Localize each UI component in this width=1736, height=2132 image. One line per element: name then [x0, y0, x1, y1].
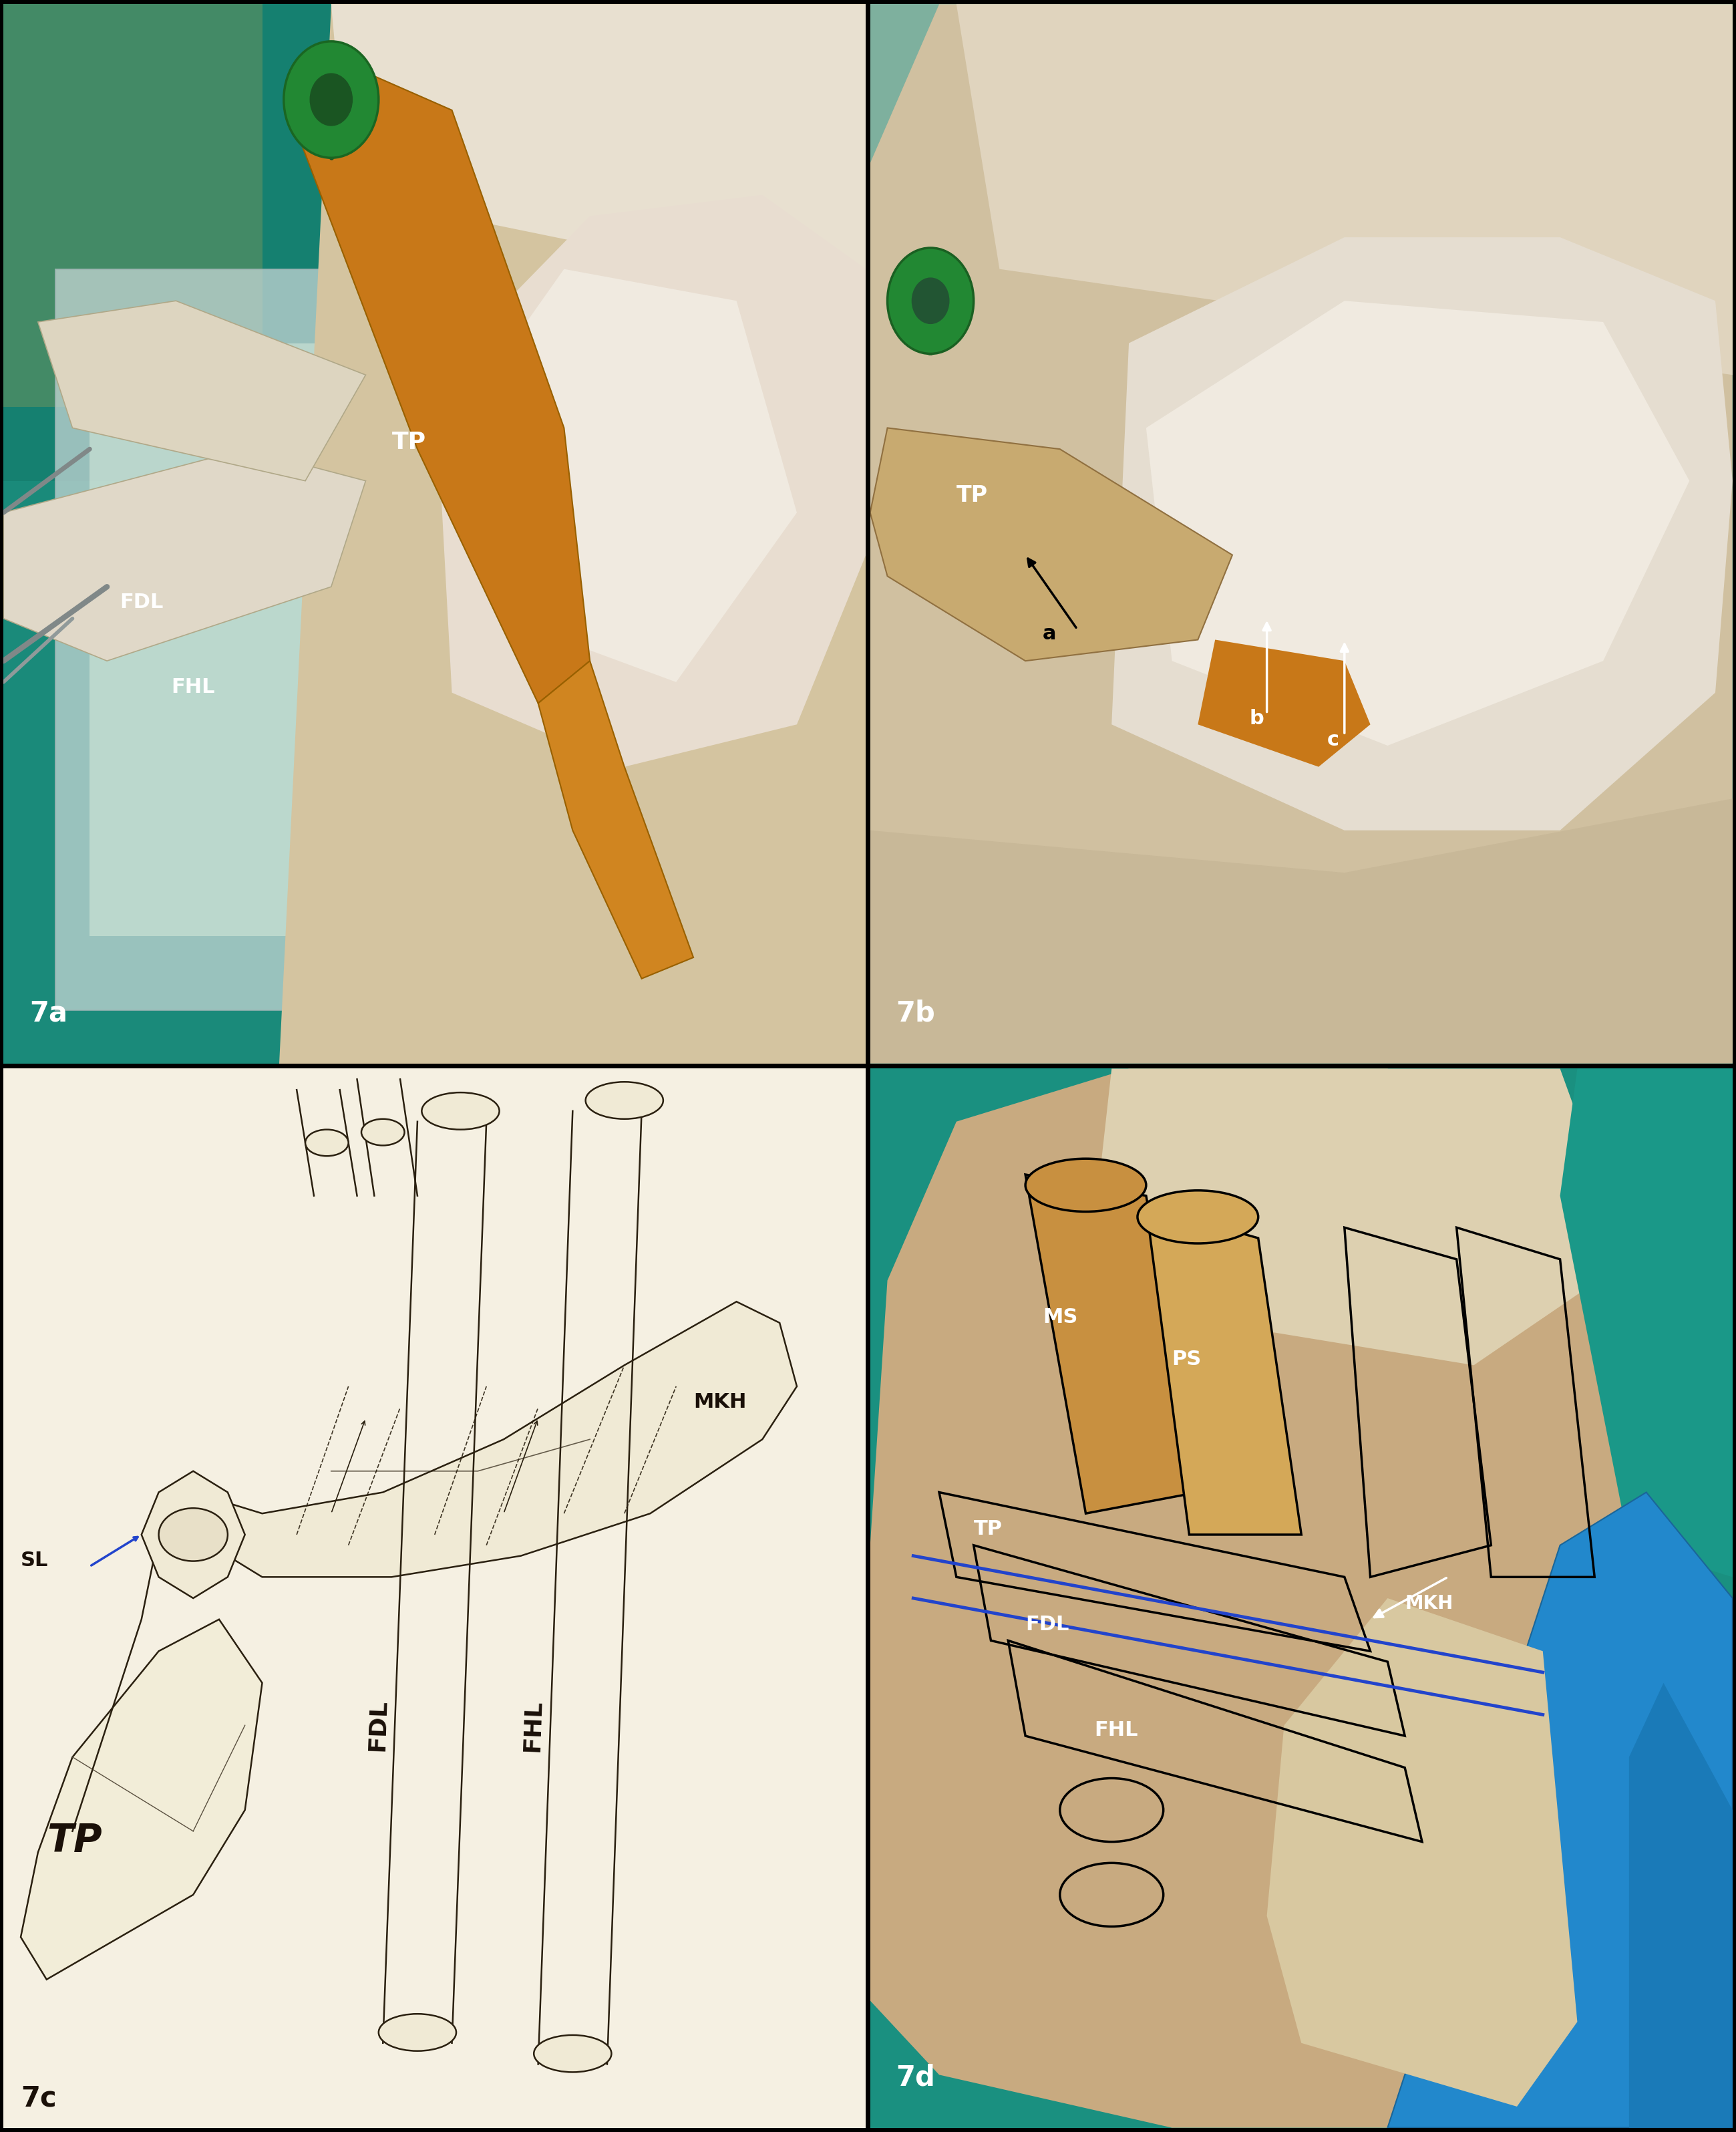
Polygon shape	[957, 4, 1733, 375]
Text: FDL: FDL	[366, 1699, 391, 1753]
Text: TP: TP	[957, 484, 988, 507]
Ellipse shape	[1137, 1190, 1259, 1243]
Ellipse shape	[378, 2015, 457, 2051]
Ellipse shape	[306, 1130, 349, 1156]
Text: TP: TP	[392, 431, 425, 454]
Text: SL: SL	[21, 1552, 49, 1571]
Polygon shape	[90, 343, 401, 936]
Polygon shape	[56, 269, 434, 1011]
Polygon shape	[1026, 1175, 1198, 1514]
Text: 7b: 7b	[896, 1000, 936, 1028]
Text: 7c: 7c	[21, 2085, 57, 2113]
Polygon shape	[870, 1068, 1663, 2128]
Polygon shape	[1267, 1599, 1578, 2106]
Polygon shape	[1387, 1492, 1733, 2128]
Ellipse shape	[422, 1092, 500, 1130]
Text: 7d: 7d	[896, 2064, 936, 2091]
Circle shape	[309, 72, 352, 126]
Circle shape	[887, 247, 974, 354]
Polygon shape	[332, 4, 866, 301]
Polygon shape	[451, 269, 797, 682]
Polygon shape	[21, 1620, 262, 1978]
Polygon shape	[3, 4, 262, 407]
Text: MKH: MKH	[693, 1392, 746, 1411]
Text: MKH: MKH	[1404, 1595, 1453, 1612]
Polygon shape	[870, 800, 1733, 1064]
Text: FHL: FHL	[521, 1699, 545, 1753]
Text: FHL: FHL	[1094, 1721, 1139, 1740]
Polygon shape	[141, 1471, 245, 1599]
Polygon shape	[1628, 1682, 1733, 2128]
Polygon shape	[279, 4, 866, 1064]
Polygon shape	[434, 194, 866, 768]
Text: 7a: 7a	[30, 1000, 68, 1028]
Polygon shape	[1146, 1207, 1302, 1535]
Text: TP: TP	[47, 1823, 102, 1861]
Text: FDL: FDL	[120, 593, 163, 612]
Ellipse shape	[361, 1119, 404, 1145]
Polygon shape	[3, 4, 332, 482]
Polygon shape	[870, 1068, 1733, 2128]
Polygon shape	[870, 4, 1733, 1064]
Text: a: a	[1043, 625, 1055, 644]
Text: TP: TP	[974, 1520, 1002, 1539]
Text: FHL: FHL	[172, 678, 215, 697]
Ellipse shape	[535, 2036, 611, 2072]
Polygon shape	[1198, 640, 1370, 768]
Polygon shape	[1111, 237, 1733, 829]
Circle shape	[283, 41, 378, 158]
Polygon shape	[870, 429, 1233, 661]
Polygon shape	[1146, 301, 1689, 746]
Polygon shape	[38, 301, 366, 482]
Polygon shape	[870, 4, 1061, 269]
Polygon shape	[3, 450, 366, 661]
Polygon shape	[297, 58, 590, 704]
Polygon shape	[538, 661, 693, 979]
Polygon shape	[870, 4, 1733, 1064]
Polygon shape	[3, 1068, 866, 2128]
Ellipse shape	[585, 1081, 663, 1119]
Polygon shape	[175, 1303, 797, 1578]
Polygon shape	[3, 4, 866, 1064]
Ellipse shape	[1026, 1158, 1146, 1211]
Text: PS: PS	[1172, 1350, 1201, 1369]
Polygon shape	[1561, 1068, 1733, 1578]
Circle shape	[911, 277, 950, 324]
Ellipse shape	[158, 1507, 227, 1561]
Text: FDL: FDL	[1026, 1614, 1069, 1633]
Text: c: c	[1328, 731, 1338, 750]
Text: MS: MS	[1043, 1307, 1078, 1326]
Text: b: b	[1250, 710, 1264, 729]
Polygon shape	[1085, 1068, 1628, 1364]
